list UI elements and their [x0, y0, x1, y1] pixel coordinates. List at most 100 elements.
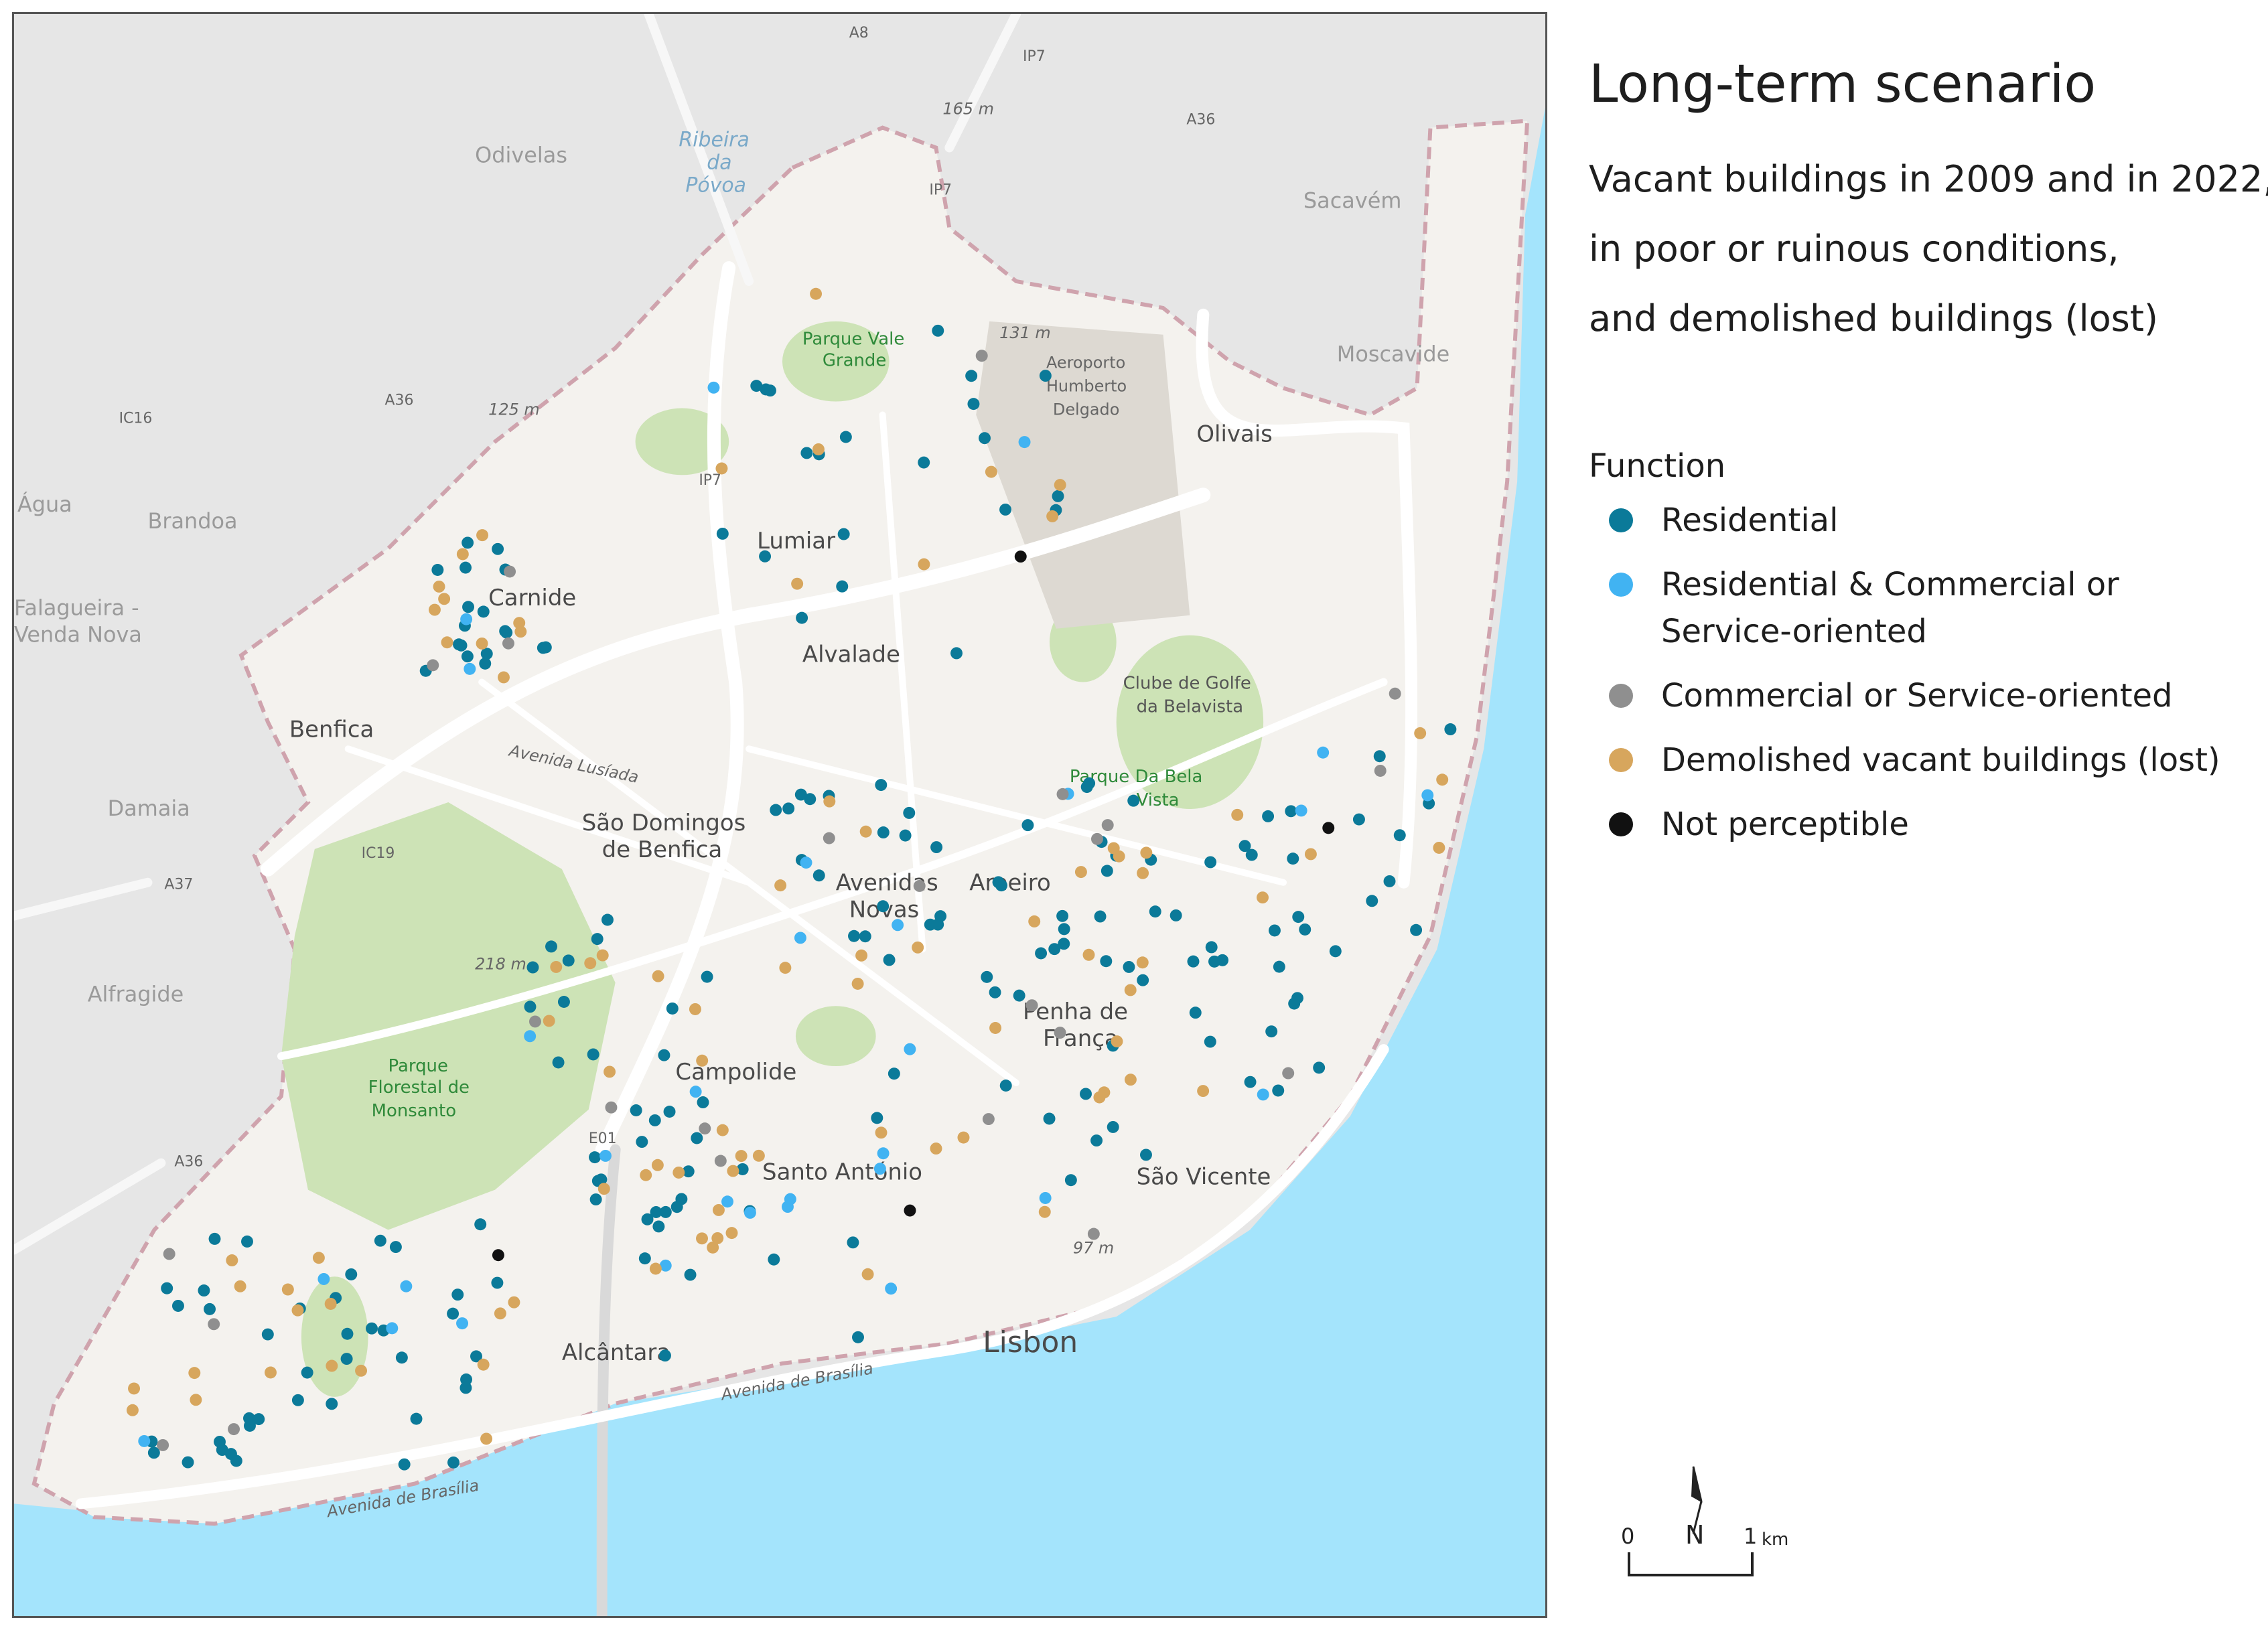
belavista-park [1116, 635, 1264, 810]
demolished-point [1098, 1086, 1111, 1099]
legend-swatch [1609, 572, 1633, 597]
residential-point [1039, 370, 1052, 382]
residential-point [930, 841, 943, 854]
mixed-use-point [524, 1030, 537, 1043]
mixed-use-point [460, 613, 473, 625]
scale-unit-label: km [1762, 1530, 1788, 1550]
mixed-use-point [689, 1086, 702, 1098]
commercial-point [1374, 764, 1387, 777]
residential-point [1393, 829, 1406, 842]
svg-text:A36: A36 [174, 1154, 203, 1171]
residential-point [903, 806, 916, 819]
residential-point [1410, 923, 1423, 936]
residential-point [875, 779, 888, 792]
label-sao-vicente: São Vicente [1137, 1164, 1271, 1190]
commercial-point [163, 1248, 175, 1260]
residential-point [326, 1398, 338, 1410]
commercial-point [1087, 1228, 1100, 1240]
mixed-use-point [456, 1317, 469, 1330]
residential-point [1052, 490, 1064, 502]
demolished-point [779, 962, 792, 974]
residential-point [1373, 750, 1386, 763]
residential-point [999, 503, 1011, 516]
legend-item-demolished: Demolished vacant buildings (lost) [1589, 737, 2259, 784]
residential-point [341, 1327, 354, 1340]
demolished-point [1257, 891, 1269, 904]
residential-point [981, 970, 993, 983]
residential-point [1090, 1134, 1103, 1147]
north-arrow-icon: N [1685, 1466, 1704, 1550]
mixed-use-point [877, 1147, 890, 1160]
svg-text:IP7: IP7 [929, 181, 952, 198]
scale-line [1628, 1552, 1754, 1576]
residential-point [1080, 781, 1093, 794]
demolished-point [711, 1232, 724, 1244]
demolished-point [476, 637, 488, 650]
mixed-use-point [659, 1259, 672, 1272]
residential-point [1058, 923, 1070, 936]
demolished-point [912, 941, 924, 954]
residential-point [999, 1080, 1012, 1092]
demolished-point [707, 1241, 719, 1254]
label-lisbon: Lisbon [983, 1325, 1078, 1359]
demolished-point [291, 1304, 304, 1317]
residential-point [1268, 924, 1281, 937]
label-alcantara: Alcântara [562, 1339, 670, 1365]
subtitle-line: and demolished buildings (lost) [1589, 297, 2158, 340]
residential-point [410, 1412, 423, 1425]
legend-swatch [1609, 683, 1633, 708]
residential-point [477, 605, 490, 618]
residential-point [658, 1049, 670, 1061]
commercial-point [228, 1423, 240, 1436]
commercial-point [714, 1155, 727, 1167]
residential-point [1292, 911, 1305, 923]
residential-point [389, 1241, 402, 1254]
commercial-point [504, 565, 516, 578]
residential-point [697, 1096, 709, 1109]
label-alfragide: Alfragide [88, 981, 184, 1007]
demolished-point [1231, 808, 1244, 821]
residential-point [461, 650, 474, 663]
demolished-point [715, 462, 728, 475]
residential-point [243, 1420, 256, 1432]
residential-point [812, 869, 825, 882]
residential-point [1352, 813, 1365, 826]
demolished-point [918, 558, 930, 571]
map-canvas[interactable]: Odivelas Lumiar Carnide Benfica Alvalade… [14, 14, 1545, 1616]
residential-point [652, 1220, 665, 1233]
demolished-point [640, 1169, 652, 1181]
demolished-point [774, 879, 787, 892]
demolished-point [989, 1022, 1002, 1034]
residential-point [261, 1328, 274, 1341]
demolished-point [1197, 1085, 1210, 1098]
residential-point [1149, 905, 1161, 918]
demolished-point [226, 1254, 238, 1267]
residential-point [291, 1394, 304, 1406]
map-frame: Odivelas Lumiar Carnide Benfica Alvalade… [12, 12, 1547, 1618]
legend-item-mixed: Residential & Commercial or Service-orie… [1589, 561, 2259, 655]
commercial-point [502, 637, 514, 650]
demolished-point [1136, 956, 1149, 969]
commercial-point [913, 879, 926, 892]
commercial-point [823, 832, 835, 844]
residential-point [888, 1067, 900, 1080]
residential-point [447, 1456, 459, 1469]
mixed-use-point [781, 1201, 794, 1213]
residential-point [431, 564, 444, 576]
mixed-use-point [892, 919, 904, 932]
residential-point [340, 1353, 353, 1365]
legend-swatch [1609, 508, 1633, 532]
residential-point [562, 954, 575, 967]
commercial-point [982, 1113, 995, 1126]
legend: Long-term scenario Vacant buildings in 2… [1589, 54, 2268, 865]
label-campolide: Campolide [675, 1059, 796, 1085]
commercial-point [975, 350, 988, 362]
residential-point [1123, 960, 1135, 973]
mixed-use-point [317, 1272, 330, 1285]
demolished-point [265, 1366, 277, 1379]
demolished-point [477, 1358, 490, 1371]
residential-point [918, 456, 930, 469]
residential-point [796, 611, 808, 624]
residential-point [979, 432, 991, 445]
residential-point [1100, 955, 1113, 968]
